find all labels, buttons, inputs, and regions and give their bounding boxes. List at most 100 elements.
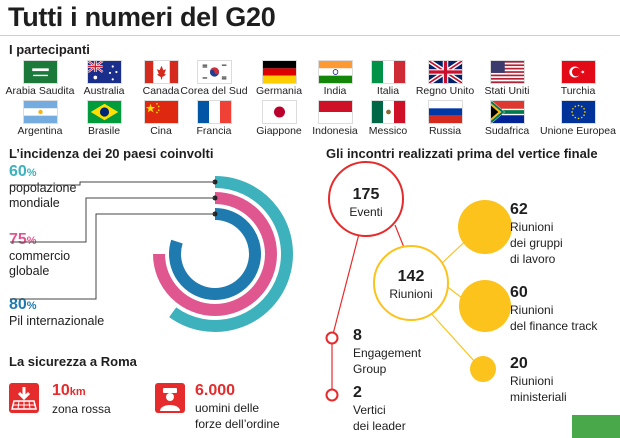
- engagement-label-1: Engagement: [353, 346, 422, 360]
- flag-india-icon: [317, 60, 353, 84]
- forces-label-2: forze dell’ordine: [195, 417, 280, 431]
- meetings-node: 142 Riunioni: [381, 268, 441, 302]
- police-officer-icon: [155, 383, 185, 413]
- meetings-value: 142: [397, 268, 425, 285]
- engagement-dot: [325, 331, 339, 345]
- meetings-title: Gli incontri realizzati prima del vertic…: [326, 146, 598, 161]
- finance-node: 60 Riunioni del finance track: [510, 284, 597, 334]
- events-value: 175: [352, 186, 380, 203]
- country-name: Francia: [196, 125, 232, 137]
- ministerial-label-1: Riunioni: [510, 374, 554, 388]
- country-name: Corea del Sud: [180, 85, 248, 97]
- incidence-connector-2: [10, 213, 215, 300]
- flag-canada-icon: [143, 60, 179, 84]
- flag-russia-icon: [427, 100, 463, 124]
- flag-japan-icon: [261, 100, 297, 124]
- flag-france-icon: [196, 100, 232, 124]
- leaders-node: 2 Vertici dei leader: [353, 384, 406, 434]
- finance-dot: [459, 280, 511, 332]
- stat-trade: 75% commercio globale: [9, 231, 129, 279]
- flag-mexico-icon: [370, 100, 406, 124]
- incidence-connector-1: [10, 197, 215, 243]
- meetings-diagram: [325, 161, 512, 402]
- country-name: India: [323, 85, 347, 97]
- incidence-arc-0: [169, 176, 293, 332]
- corner-green-tab: [572, 415, 620, 438]
- flag-european-union-icon: [560, 100, 596, 124]
- incidence-arc-1: [153, 192, 277, 316]
- forces-stat: 6.000 uomini delle forze dell’ordine: [195, 382, 280, 432]
- trade-label: commercio globale: [9, 249, 71, 278]
- flag-china-icon: [143, 100, 179, 124]
- flag-south-africa-icon: [489, 100, 525, 124]
- flag-saudi-arabia-icon: [22, 60, 58, 84]
- incidence-arcs: [10, 176, 293, 332]
- flag-germany-icon: [261, 60, 297, 84]
- population-value: 60%: [9, 163, 37, 180]
- red-zone-stat: 10km zona rossa: [52, 382, 111, 417]
- leaders-value: 2: [353, 384, 362, 401]
- page-title: Tutti i numeri del G20: [8, 2, 276, 32]
- workgroups-value: 62: [510, 201, 528, 218]
- country-name: Giappone: [256, 125, 302, 137]
- country-name: Australia: [83, 85, 125, 97]
- forces-label-1: uomini delle: [195, 401, 260, 415]
- flag-australia-icon: [86, 60, 122, 84]
- participants-title: I partecipanti: [9, 42, 90, 57]
- country-name: Regno Unito: [415, 85, 475, 97]
- ministerial-label-2: ministeriali: [510, 390, 567, 404]
- engagement-label-2: Group: [353, 362, 387, 376]
- workgroups-label-3: di lavoro: [510, 252, 556, 266]
- flag-south-korea-icon: [196, 60, 232, 84]
- flag-turkey-icon: [560, 60, 596, 84]
- flag-united-states-icon: [489, 60, 525, 84]
- workgroups-label-1: Riunioni: [510, 220, 554, 234]
- country-name: Unione Europea: [540, 125, 616, 137]
- leaders-label-2: dei leader: [353, 419, 406, 433]
- security-title: La sicurezza a Roma: [9, 354, 137, 369]
- trade-value: 75%: [9, 231, 37, 248]
- events-label: Eventi: [349, 205, 383, 219]
- incidence-arc-2: [169, 208, 261, 300]
- flag-brazil-icon: [86, 100, 122, 124]
- country-name: Germania: [255, 85, 303, 97]
- flag-italy-icon: [370, 60, 406, 84]
- gdp-value: 80%: [9, 296, 37, 313]
- incidence-title: L’incidenza dei 20 paesi coinvolti: [9, 146, 214, 161]
- flag-indonesia-icon: [317, 100, 353, 124]
- country-name: Brasile: [87, 125, 121, 137]
- finance-label-1: Riunioni: [510, 303, 554, 317]
- ministerial-dot: [470, 356, 496, 382]
- engagement-value: 8: [353, 327, 362, 344]
- meetings-circle: [373, 245, 449, 321]
- country-name: Canada: [142, 85, 180, 97]
- stat-gdp: 80% Pil internazionale: [9, 296, 129, 329]
- country-name: Cina: [150, 125, 172, 137]
- country-name: Argentina: [17, 125, 63, 137]
- ministerial-node: 20 Riunioni ministeriali: [510, 355, 567, 405]
- leaders-dot: [325, 388, 339, 402]
- country-name: Stati Uniti: [484, 85, 530, 97]
- title-divider: [0, 35, 620, 36]
- finance-value: 60: [510, 284, 528, 301]
- events-node: 175 Eventi: [336, 186, 396, 220]
- meetings-label: Riunioni: [389, 287, 433, 301]
- country-name: Arabia Saudita: [5, 85, 75, 97]
- incidence-connector-0: [10, 181, 215, 186]
- gdp-label: Pil internazionale: [9, 314, 105, 328]
- connector-events-engagement: [331, 229, 361, 339]
- country-name: Messico: [368, 125, 408, 137]
- engagement-node: 8 Engagement Group: [353, 327, 421, 377]
- red-zone-label: zona rossa: [52, 402, 111, 416]
- ministerial-value: 20: [510, 355, 528, 372]
- country-name: Italia: [376, 85, 400, 97]
- country-name: Indonesia: [312, 125, 358, 137]
- flag-argentina-icon: [22, 100, 58, 124]
- workgroups-label-2: dei gruppi: [510, 236, 563, 250]
- connector-meetings-ministerial: [427, 309, 476, 363]
- flag-united-kingdom-icon: [427, 60, 463, 84]
- workgroups-dot: [458, 200, 512, 254]
- red-zone-icon: [9, 383, 39, 413]
- country-name: Sudafrica: [484, 125, 530, 137]
- finance-label-2: del finance track: [510, 319, 598, 333]
